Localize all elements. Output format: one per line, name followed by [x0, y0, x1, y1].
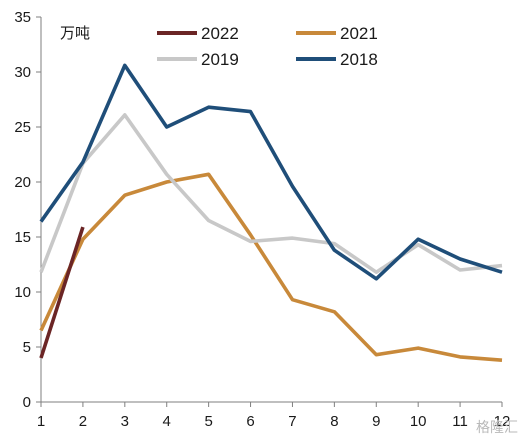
x-tick-label: 4 [163, 413, 171, 430]
y-tick-label: 35 [14, 9, 31, 26]
series-line-2019 [39, 113, 503, 275]
x-tick-label: 9 [372, 413, 380, 430]
x-tick-label: 2 [79, 413, 87, 430]
y-tick-label: 10 [14, 284, 31, 301]
watermark-text: 格隆汇 [476, 420, 518, 436]
x-tick-label: 3 [121, 413, 129, 430]
legend-label-2019: 2019 [201, 50, 239, 69]
x-tick-label: 12 [494, 413, 511, 430]
y-tick-label: 15 [14, 229, 31, 246]
series-line-2022 [39, 226, 85, 359]
y-tick-label: 0 [23, 394, 31, 411]
series-lines [39, 63, 503, 362]
x-tick-label: 7 [288, 413, 296, 430]
x-tick-label: 5 [204, 413, 212, 430]
legend-label-2021: 2021 [340, 24, 378, 43]
legend: 2022 2021 2019 2018 [157, 24, 378, 69]
x-tick-label: 6 [246, 413, 254, 430]
x-tick-label: 10 [410, 413, 427, 430]
x-tick-label: 1 [37, 413, 45, 430]
legend-label-2018: 2018 [340, 50, 378, 69]
legend-label-2022: 2022 [201, 24, 239, 43]
x-tick-label: 8 [330, 413, 338, 430]
unit-label: 万吨 [60, 24, 90, 42]
x-tick-label: 11 [452, 413, 468, 430]
y-tick-label: 25 [14, 119, 31, 136]
y-tick-label: 30 [14, 64, 31, 81]
series-line-2018 [39, 63, 503, 281]
y-tick-label: 20 [14, 174, 31, 191]
series-line-2021 [39, 172, 503, 362]
x-ticks: 1 2 3 4 5 6 7 8 9 10 11 12 [37, 402, 511, 430]
y-ticks: 0 5 10 15 20 25 30 35 [14, 9, 41, 411]
y-tick-label: 5 [23, 339, 31, 356]
